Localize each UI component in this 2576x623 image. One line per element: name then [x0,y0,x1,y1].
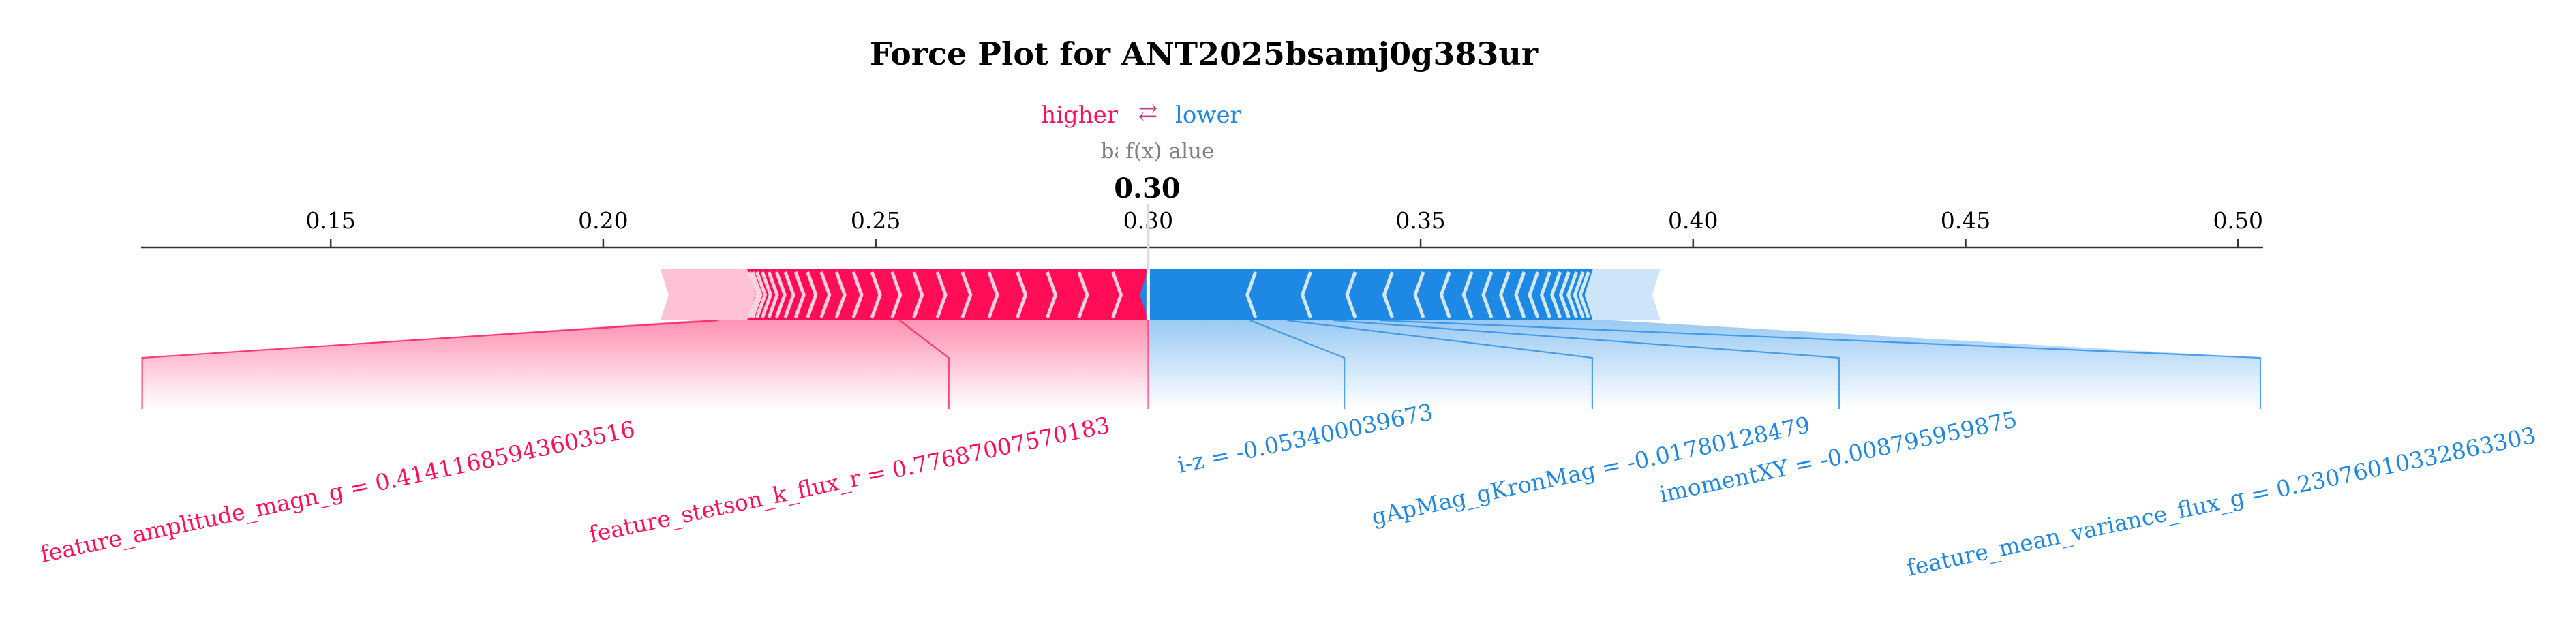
positive-force-bar [937,269,971,320]
negative-force-bar [1415,269,1450,320]
bar-separator [960,271,973,318]
positive-force-bar [1078,269,1121,320]
positive-force-bar [872,269,900,320]
bar-separator [1558,271,1571,318]
bar-separator [1413,271,1425,318]
bar-separator [1573,271,1585,318]
bar-separator [1345,271,1357,318]
x-axis: 0.15 0.20 0.25 0.30 0.35 0.40 0.45 0.50 [141,204,2263,269]
bar-separator [767,271,779,318]
positive-force-bar [988,269,1026,320]
bar-separator [1461,271,1474,318]
bar-separator [1539,271,1551,318]
bar-separator [935,271,948,318]
negative-force-bar [1560,269,1577,320]
bar-separator [1528,271,1540,318]
legend-arrows-icon: ⇄ [1138,99,1158,126]
positive-force-bar [853,269,881,320]
bar-separator [1016,271,1028,318]
bar-separator [761,271,773,318]
bar-separator [834,271,847,318]
bar-separator [1111,271,1123,318]
bar-separator [1498,271,1511,318]
fx-label-background [1118,140,1170,164]
bar-separator [851,271,864,318]
force-bars [660,269,1661,320]
bar-separator [755,271,768,318]
positive-shade [142,320,1149,409]
positive-force-bar [768,269,785,320]
negative-force-bar [1441,269,1472,320]
fx-annotation: f(x) [1118,139,1170,164]
bar-separator [793,271,806,318]
positive-force-bar [892,269,922,320]
bar-separator [1578,271,1590,318]
bar-separator [1382,271,1394,318]
bar-separator [890,271,903,318]
negative-force-bar [1140,269,1256,320]
negative-force-bar [1384,269,1424,320]
bar-separator [1245,271,1258,318]
x-tick-label: 0.15 [305,207,355,234]
feature-link-line [898,320,950,409]
bar-separator [870,271,882,318]
bar-separator [1300,271,1312,318]
negative-force-bar [1464,269,1491,320]
negative-force-bar [1568,269,1584,320]
bar-separator [747,271,759,318]
legend: higher ⇄ lower [1041,99,1241,129]
negative-tail-bar [1584,269,1661,320]
bar-separator [806,271,818,318]
feature-link-line [141,319,719,409]
legend-lower: lower [1175,102,1242,129]
bar-separator [1566,271,1579,318]
x-tick-label: 0.40 [1668,207,1718,234]
feature-label: feature_stetson_k_flux_r = 0.77687007570… [587,412,1112,549]
bar-separator [1550,271,1562,318]
legend-higher: higher [1041,102,1119,129]
positive-force-bar [1047,269,1087,320]
feature-link-lines [141,319,2262,409]
bar-separator [987,271,999,318]
bar-separator [1481,271,1494,318]
feature-label: feature_amplitude_magn_g = 0.41411685943… [38,416,637,568]
x-tick-label: 0.45 [1941,207,1990,234]
negative-force-bar [1247,269,1311,320]
bar-separator [774,271,787,318]
bar-separator [783,271,795,318]
feature-link-line [1287,319,1593,409]
chart-title: Force Plot for ANT2025bsamj0g383ur [870,35,1539,72]
bar-separator [912,271,924,318]
positive-force-bar [913,269,945,320]
fx-value: 0.30 [1114,172,1180,204]
feature-link-line [1249,319,1346,409]
fx-label: f(x) [1125,139,1162,164]
bar-separator [1514,271,1526,318]
bar-separator [1439,271,1451,318]
bar-separator [1046,271,1058,318]
x-tick-label: 0.20 [578,207,628,234]
bar-separator [819,271,832,318]
negative-force-bar [1483,269,1509,320]
bar-separator [1077,271,1089,318]
positive-force-bar [962,269,997,320]
x-tick-label: 0.50 [2213,207,2262,234]
negative-force-bar [1302,269,1356,320]
feature-label: feature_mean_variance_flux_g = 0.2307601… [1905,422,2539,582]
feature-label: i-z = -0.053400039673 [1175,398,1436,478]
negative-shade [1148,320,2261,409]
x-tick-label: 0.35 [1395,207,1445,234]
positive-tail-bar [660,269,755,320]
negative-force-bar [1347,269,1393,320]
feature-labels: feature_amplitude_magn_g = 0.41411685943… [38,398,2539,582]
bar-separator [751,271,763,318]
feature-link-line [1333,319,1840,409]
positive-force-bar [762,269,777,320]
x-tick-label: 0.25 [851,207,900,234]
feature-link-line [1380,319,2262,409]
positive-force-bar [1017,269,1056,320]
